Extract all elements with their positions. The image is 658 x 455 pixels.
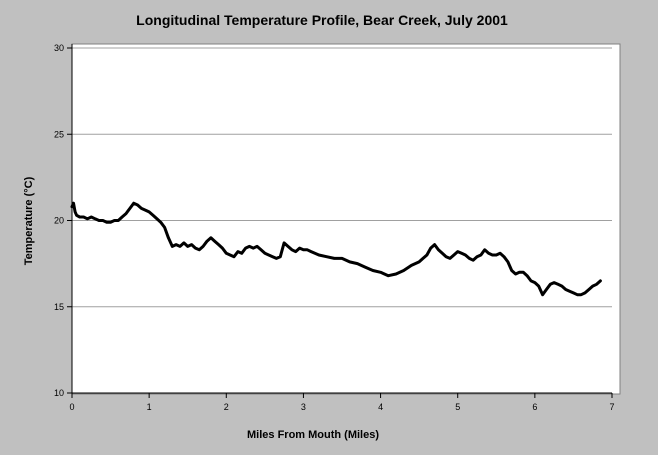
plot-area (71, 43, 621, 395)
y-tick-label: 30 (54, 43, 64, 53)
x-tick-label: 0 (69, 402, 74, 412)
gridlines (72, 47, 612, 308)
series-line (70, 201, 602, 297)
y-tick-label: 25 (54, 129, 64, 139)
x-tick-label: 6 (532, 402, 537, 412)
axes: 10 15 20 25 30 0 1 2 3 4 5 6 7 (54, 43, 615, 412)
x-axis-label: Miles From Mouth (Miles) (247, 429, 379, 441)
y-axis-label: Temperature (°C) (23, 176, 35, 265)
y-tick-label: 10 (54, 388, 64, 398)
chart-title: Longitudinal Temperature Profile, Bear C… (136, 12, 508, 28)
x-tick-label: 2 (224, 402, 229, 412)
x-tick-label: 7 (609, 402, 614, 412)
y-tick-label: 20 (54, 216, 64, 226)
x-tick-label: 1 (147, 402, 152, 412)
x-tick-label: 4 (378, 402, 383, 412)
y-tick-label: 15 (54, 302, 64, 312)
series-group (70, 201, 602, 297)
x-tick-label: 5 (455, 402, 460, 412)
x-tick-label: 3 (301, 402, 306, 412)
